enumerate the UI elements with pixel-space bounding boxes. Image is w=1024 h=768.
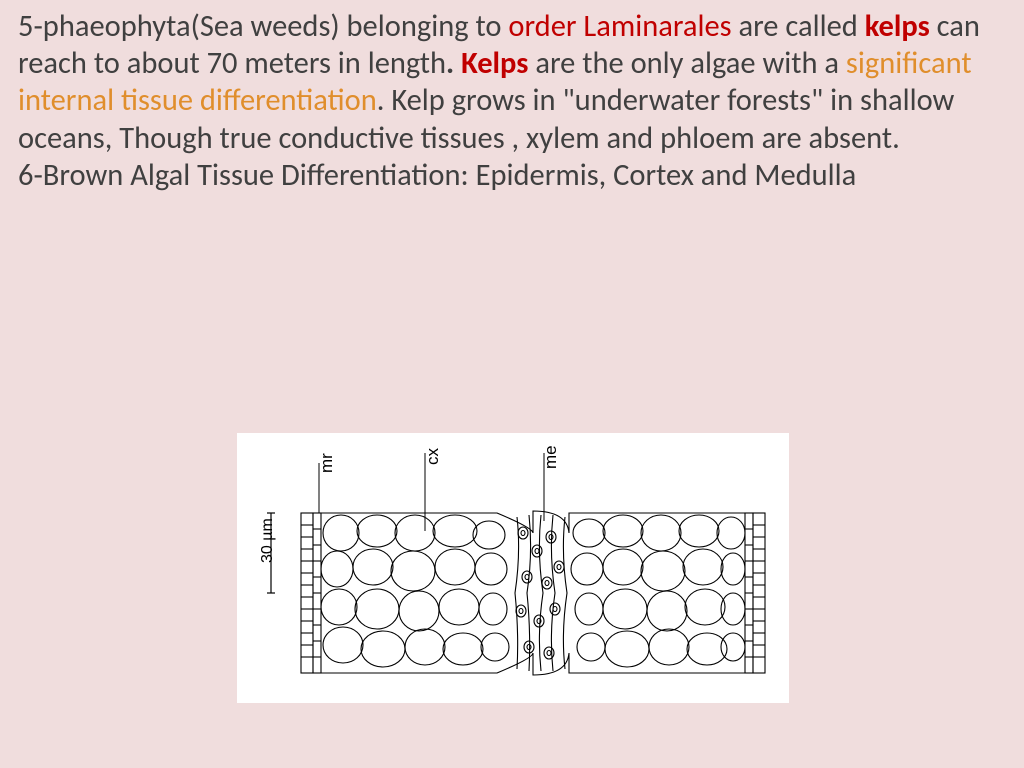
text-run: .: [446, 45, 461, 82]
label-me: me: [541, 445, 561, 469]
diagram-svg: [237, 433, 789, 703]
text-run: are the only algae with a: [535, 45, 846, 82]
text-highlight-red-bold: Kelps: [461, 45, 535, 82]
text-paragraph-2: 6-Brown Algal Tissue Differentiation: Ep…: [18, 157, 856, 194]
text-run: 5-phaeophyta(Sea weeds) belonging to: [18, 8, 508, 45]
label-cx: cx: [423, 448, 443, 465]
text-highlight-red-bold: kelps: [865, 8, 937, 45]
label-mr: mr: [317, 453, 337, 473]
scale-label: 30 µm: [259, 518, 277, 563]
body-text: 5-phaeophyta(Sea weeds) belonging to ord…: [18, 8, 1006, 194]
slide: 5-phaeophyta(Sea weeds) belonging to ord…: [0, 0, 1024, 768]
tissue-diagram: 30 µm mr cx me: [237, 433, 789, 703]
text-highlight-red: order Laminarales: [508, 8, 738, 45]
text-run: are called: [738, 8, 864, 45]
